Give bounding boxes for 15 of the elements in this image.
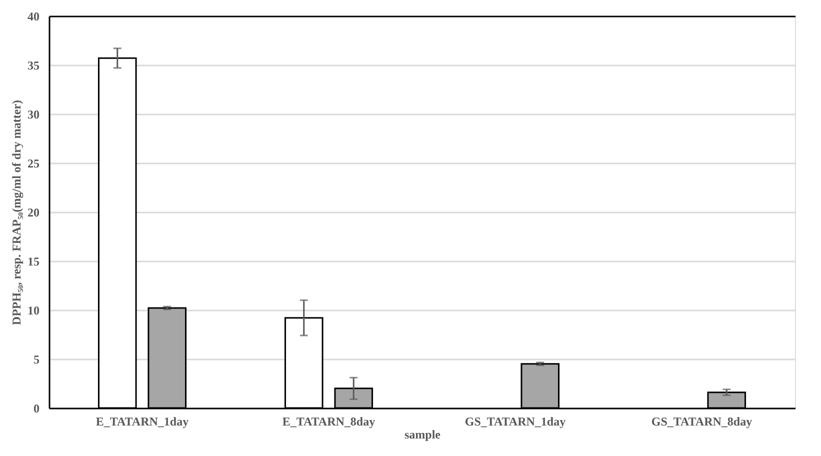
- x-axis-title: sample: [404, 428, 442, 442]
- y-tick-label: 40: [28, 10, 40, 24]
- x-tick-label: GS_TATARN_8day: [651, 414, 752, 428]
- y-tick-label: 35: [28, 58, 40, 72]
- y-tick-label: 0: [34, 402, 40, 416]
- y-tick-label: 10: [28, 304, 40, 318]
- y-tick-label: 20: [28, 206, 40, 220]
- y-tick-label: 30: [28, 108, 40, 122]
- y-axis-title: DPPH₅₀, resp. FRAP₅₀(mg/ml of dry matter): [10, 100, 24, 326]
- x-tick-label: E_TATARN_1day: [96, 414, 189, 428]
- x-tick-label: GS_TATARN_1day: [464, 414, 566, 428]
- y-tick-label: 15: [28, 254, 40, 268]
- y-tick-label: 25: [28, 156, 40, 170]
- y-tick-label: 5: [34, 352, 40, 366]
- x-tick-label: E_TATARN_8day: [282, 414, 376, 428]
